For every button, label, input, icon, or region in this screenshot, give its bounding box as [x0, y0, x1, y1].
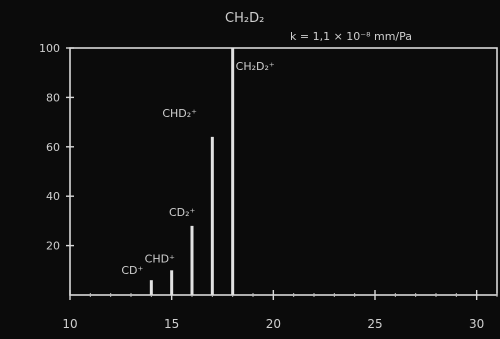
x-tick-label: 25 [367, 317, 382, 331]
peak-label: CD⁺ [121, 264, 143, 277]
x-tick-label: 10 [62, 317, 77, 331]
peak-label: CH₂D₂⁺ [236, 60, 275, 73]
x-tick-label: 30 [469, 317, 484, 331]
y-tick-label: 100 [39, 42, 60, 55]
axes [66, 47, 498, 300]
text-layer: CH₂D₂ k = 1,1 × 10⁻⁸ mm/Pa 20 40 60 80 100 10… [39, 11, 484, 331]
peaks [149, 48, 235, 295]
peak-label: CHD₂⁺ [162, 107, 197, 120]
y-tick-label: 20 [46, 240, 60, 253]
plot-frame [69, 47, 498, 296]
x-tick-label: 20 [266, 317, 281, 331]
chart-title: CH₂D₂ [225, 11, 264, 26]
y-tick-label: 40 [46, 190, 60, 203]
peak-label: CD₂⁺ [169, 206, 196, 219]
peak-label: CHD⁺ [145, 252, 175, 265]
sensitivity-annotation: k = 1,1 × 10⁻⁸ mm/Pa [290, 30, 412, 43]
x-tick-label: 15 [164, 317, 179, 331]
y-tick-label: 60 [46, 141, 60, 154]
y-tick-label: 80 [46, 91, 60, 104]
